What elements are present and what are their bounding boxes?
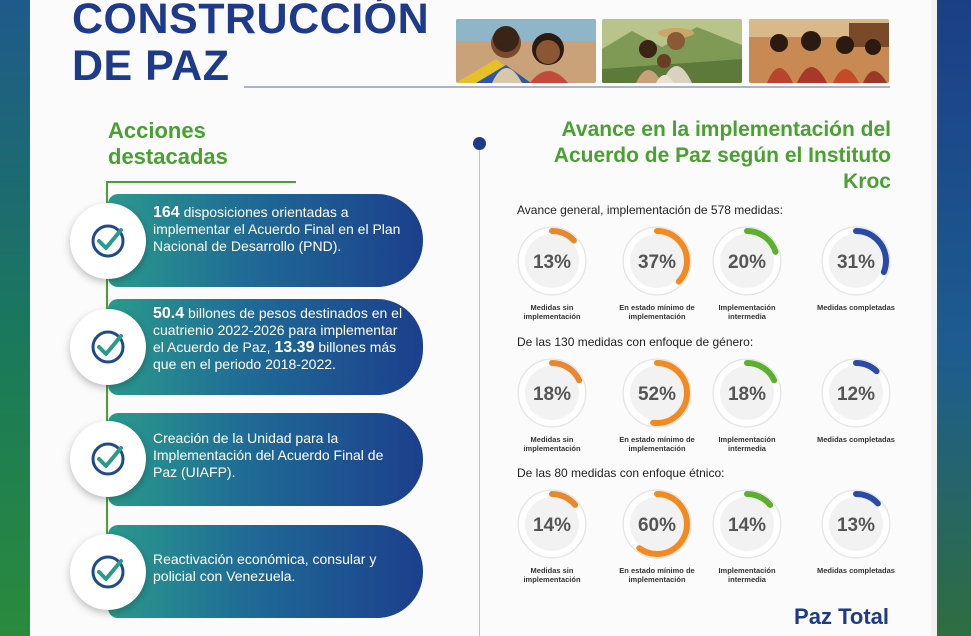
- gauge-arc: [714, 360, 780, 426]
- gauge-background: [517, 358, 587, 428]
- gauge-caption: Medidas sin implementación: [523, 566, 581, 584]
- gauge-caption: Implementación intermedia: [718, 303, 776, 321]
- gauge-arc: [714, 491, 780, 557]
- gauge-value: 14%: [728, 515, 766, 536]
- gauge: 18% Medidas sin implementación: [508, 355, 596, 453]
- action-2-text: billones de pesos destinados en el cuatr…: [153, 305, 403, 355]
- heading-underline: [106, 181, 296, 183]
- photo-community: [749, 19, 889, 83]
- gauge-background: [622, 226, 692, 296]
- action-1-text: disposiciones orientadas a implementar e…: [153, 204, 401, 254]
- title-rule: [244, 86, 890, 88]
- action-4-text: Reactivación económica, consular y polic…: [153, 551, 377, 584]
- gauge-caption: Medidas sin implementación: [523, 303, 581, 321]
- gauge-arc: [624, 360, 690, 426]
- action-2-text-2: billones más que en el periodo 2018-2022…: [153, 339, 397, 372]
- gauge: 14% Implementación intermedia: [703, 486, 791, 584]
- action-2-strong-2: 13.39: [274, 339, 315, 356]
- gauge-arc: [823, 228, 889, 294]
- right-border: [931, 0, 971, 636]
- action-card-1: 164 disposiciones orientadas a implement…: [108, 194, 423, 287]
- gauge-arc: [714, 228, 780, 294]
- gauge: 14% Medidas sin implementación: [508, 486, 596, 584]
- gauge-arc: [624, 491, 690, 557]
- gauge-arc: [823, 360, 889, 426]
- group-label: Avance general, implementación de 578 me…: [517, 203, 783, 217]
- gauge: 13% Medidas sin implementación: [508, 223, 596, 321]
- action-2-strong: 50.4: [153, 305, 185, 322]
- gauge: 31% Medidas completadas: [812, 223, 900, 312]
- gauge-caption: En estado mínimo de implementación: [619, 566, 695, 584]
- gauge: 20% Implementación intermedia: [703, 223, 791, 321]
- gauge-value: 14%: [533, 515, 571, 536]
- title-line-2: DE PAZ: [72, 42, 230, 90]
- gauge-background: [622, 489, 692, 559]
- action-card-4: Reactivación económica, consular y polic…: [108, 525, 423, 618]
- gauge-background: [821, 226, 891, 296]
- gauge-value: 37%: [638, 252, 676, 273]
- gauge-caption: Implementación intermedia: [718, 566, 776, 584]
- gauge-caption: Medidas completadas: [817, 435, 895, 444]
- page-title: CONSTRUCCIÓN DE PAZ: [72, 0, 429, 90]
- gauge-value: 13%: [533, 252, 571, 273]
- gauge-value: 52%: [638, 384, 676, 405]
- gauge-value: 20%: [728, 252, 766, 273]
- gauge: 37% En estado mínimo de implementación: [613, 223, 701, 321]
- group-label: De las 130 medidas con enfoque de género…: [517, 335, 754, 349]
- action-1-strong: 164: [153, 204, 180, 221]
- photo-couple: [456, 19, 596, 83]
- gauge-background: [712, 358, 782, 428]
- title-line-1: CONSTRUCCIÓN: [72, 0, 430, 43]
- column-divider: [479, 145, 480, 636]
- gauge: 13% Medidas completadas: [812, 486, 900, 575]
- check-circle-icon: [70, 534, 146, 610]
- gauge-background: [712, 489, 782, 559]
- action-card-2: 50.4 billones de pesos destinados en el …: [108, 299, 423, 395]
- gauge-caption: Medidas completadas: [817, 566, 895, 575]
- gauge-arc: [823, 491, 889, 557]
- gauge: 52% En estado mínimo de implementación: [613, 355, 701, 453]
- gauge-value: 60%: [638, 515, 676, 536]
- gauge-background: [622, 358, 692, 428]
- gauge-background: [712, 226, 782, 296]
- photo-family: [602, 19, 742, 83]
- check-circle-icon: [70, 203, 146, 279]
- gauge-arc: [519, 228, 585, 294]
- gauge-arc: [624, 228, 690, 294]
- action-3-text: Creación de la Unidad para la Implementa…: [153, 430, 384, 480]
- gauge-background: [517, 489, 587, 559]
- actions-heading: Acciones destacadas: [108, 118, 228, 170]
- gauge-caption: Medidas completadas: [817, 303, 895, 312]
- left-border: [0, 0, 30, 636]
- gauge-value: 12%: [837, 384, 875, 405]
- gauge-caption: En estado mínimo de implementación: [619, 303, 695, 321]
- gauge-caption: En estado mínimo de implementación: [619, 435, 695, 453]
- footer-brand: Paz Total: [794, 604, 889, 629]
- gauge-caption: Medidas sin implementación: [523, 435, 581, 453]
- gauge-value: 31%: [837, 252, 875, 273]
- gauge-background: [517, 226, 587, 296]
- kroc-heading: Avance en la implementación del Acuerdo …: [553, 118, 891, 193]
- infographic-page: CONSTRUCCIÓN DE PAZ: [30, 0, 931, 636]
- actions-heading-line-1: Acciones: [108, 118, 206, 143]
- check-circle-icon: [70, 421, 146, 497]
- gauge-value: 13%: [837, 515, 875, 536]
- group-label: De las 80 medidas con enfoque étnico:: [517, 466, 725, 480]
- divider-dot: [473, 137, 486, 150]
- gauge: 18% Implementación intermedia: [703, 355, 791, 453]
- gauge-value: 18%: [533, 384, 571, 405]
- action-card-3: Creación de la Unidad para la Implementa…: [108, 413, 423, 506]
- gauge: 60% En estado mínimo de implementación: [613, 486, 701, 584]
- gauge-arc: [519, 360, 585, 426]
- gauge: 12% Medidas completadas: [812, 355, 900, 444]
- gauge-background: [821, 358, 891, 428]
- gauge-arc: [519, 491, 585, 557]
- gauge-caption: Implementación intermedia: [718, 435, 776, 453]
- gauge-background: [821, 489, 891, 559]
- actions-heading-line-2: destacadas: [108, 144, 228, 169]
- check-circle-icon: [70, 309, 146, 385]
- gauge-value: 18%: [728, 384, 766, 405]
